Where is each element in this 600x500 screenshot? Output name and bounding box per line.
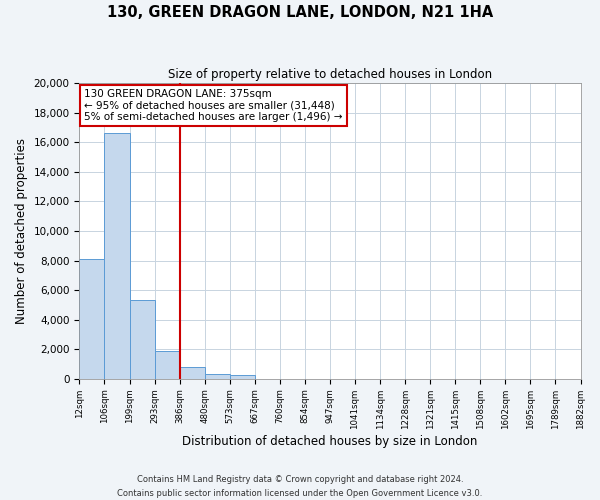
Bar xyxy=(155,352,179,379)
Bar xyxy=(130,300,155,379)
Bar xyxy=(104,134,130,379)
Bar xyxy=(230,375,255,379)
Title: Size of property relative to detached houses in London: Size of property relative to detached ho… xyxy=(168,68,492,80)
Bar xyxy=(79,259,104,379)
Bar xyxy=(205,374,230,379)
Text: Contains HM Land Registry data © Crown copyright and database right 2024.
Contai: Contains HM Land Registry data © Crown c… xyxy=(118,476,482,498)
Text: 130, GREEN DRAGON LANE, LONDON, N21 1HA: 130, GREEN DRAGON LANE, LONDON, N21 1HA xyxy=(107,5,493,20)
Bar xyxy=(179,367,205,379)
X-axis label: Distribution of detached houses by size in London: Distribution of detached houses by size … xyxy=(182,434,478,448)
Text: 130 GREEN DRAGON LANE: 375sqm
← 95% of detached houses are smaller (31,448)
5% o: 130 GREEN DRAGON LANE: 375sqm ← 95% of d… xyxy=(85,89,343,122)
Y-axis label: Number of detached properties: Number of detached properties xyxy=(15,138,28,324)
